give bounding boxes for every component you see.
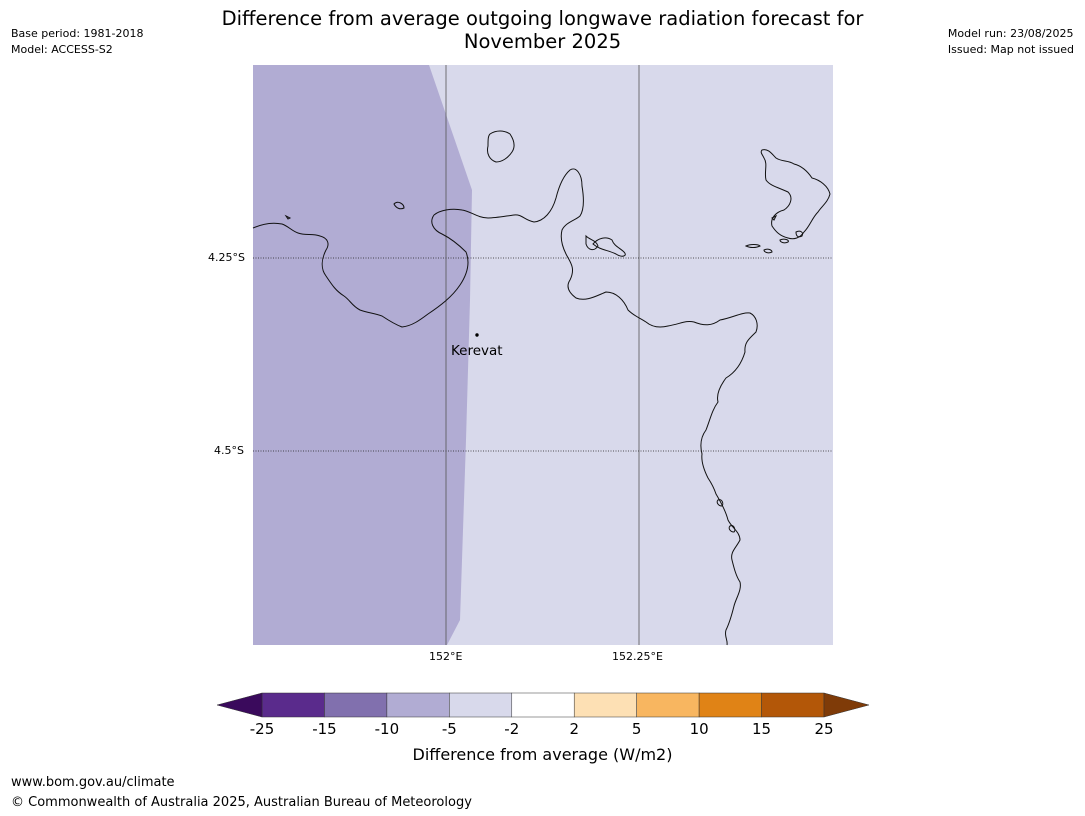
colorbar-tick-label: -5 <box>441 720 457 738</box>
kerevat-label: Kerevat <box>451 343 503 359</box>
footer-url-link[interactable]: www.bom.gov.au/climate <box>11 775 175 790</box>
colorbar-segment <box>449 692 513 718</box>
colorbar-tick-label: -10 <box>374 720 400 738</box>
colorbar-segment <box>636 692 700 718</box>
forecast-map: Kerevat <box>252 65 833 646</box>
lat-label-4-25: 4.25°S <box>208 251 245 264</box>
title-line-2: November 2025 <box>463 30 622 53</box>
issued-text: Issued: Map not issued <box>947 43 1074 56</box>
colorbar-tick-label: 5 <box>631 720 642 738</box>
colorbar-tick-label: 15 <box>752 720 772 738</box>
title-line-1: Difference from average outgoing longwav… <box>221 7 864 30</box>
model-text: Model: ACCESS-S2 <box>11 43 113 56</box>
colorbar-segment <box>324 692 388 718</box>
colorbar-tick-label: 10 <box>689 720 709 738</box>
colorbar-extend-low <box>216 692 263 718</box>
colorbar-segment <box>386 692 450 718</box>
colorbar-tick-label: -25 <box>249 720 275 738</box>
colorbar-segments <box>261 692 825 718</box>
colorbar-segment <box>261 692 325 718</box>
base-period-text: Base period: 1981-2018 <box>11 27 144 40</box>
colorbar-tick-label: 25 <box>814 720 834 738</box>
model-run-text: Model run: 23/08/2025 <box>947 27 1074 40</box>
lon-label-152: 152°E <box>429 650 463 663</box>
colorbar <box>216 692 870 718</box>
metadata-left: Base period: 1981-2018 Model: ACCESS-S2 <box>11 26 143 58</box>
colorbar-segment <box>573 692 637 718</box>
lon-label-152-25: 152.25°E <box>612 650 663 663</box>
lat-label-4-5: 4.5°S <box>214 444 244 457</box>
colorbar-tick-label: -15 <box>312 720 337 738</box>
colorbar-tick-label: -2 <box>504 720 520 738</box>
colorbar-tick-label: 2 <box>569 720 579 738</box>
colorbar-title: Difference from average (W/m2) <box>412 745 673 764</box>
metadata-right: Model run: 23/08/2025 Issued: Map not is… <box>948 26 1074 58</box>
colorbar-extend-high <box>823 692 870 718</box>
colorbar-segment <box>511 692 575 718</box>
colorbar-segment <box>761 692 825 718</box>
footer-copyright: © Commonwealth of Australia 2025, Austra… <box>11 795 472 810</box>
map-title: Difference from average outgoing longwav… <box>0 7 1085 53</box>
anomaly-band-dark <box>253 65 472 645</box>
coastline <box>252 130 831 646</box>
kerevat-marker <box>475 333 479 337</box>
colorbar-segment <box>698 692 762 718</box>
